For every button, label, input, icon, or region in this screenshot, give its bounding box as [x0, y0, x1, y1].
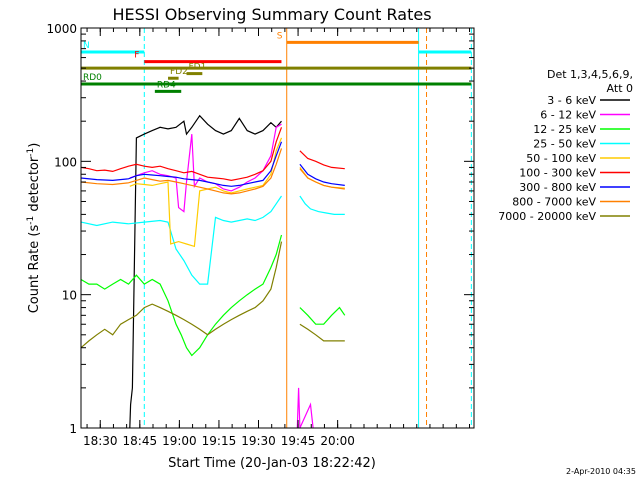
legend-label-5: 100 - 300 keV	[519, 167, 596, 180]
y-axis-label-sup1: -1	[26, 216, 36, 225]
y-tick-label-3: 1000	[46, 22, 77, 36]
flag-label-rd4: RD4	[157, 80, 176, 90]
series-line-8-1	[299, 323, 345, 342]
footer-date: 2-Apr-2010 04:35	[566, 467, 636, 476]
flag-label-s: S	[277, 31, 283, 41]
flag-label-fd2: FD2	[170, 67, 188, 77]
legend-header-line1: Det 1,3,4,5,6,9,	[547, 68, 633, 81]
legend-label-1: 6 - 12 keV	[540, 109, 596, 122]
series-line-6-1	[299, 163, 345, 186]
legend: Det 1,3,4,5,6,9, Att 0 3 - 6 keV 6 - 12 k…	[498, 68, 633, 223]
series-line-0-0	[129, 114, 282, 429]
series-line-5-0	[80, 127, 283, 182]
x-tick-label-2: 19:00	[162, 434, 197, 448]
x-tick-label-5: 19:45	[281, 434, 316, 448]
flag-label-rd0: RD0	[83, 73, 102, 83]
series-line-5-1	[299, 150, 345, 170]
series-line-7-1	[299, 168, 345, 190]
y-axis-label-sup2: -1	[26, 148, 36, 157]
series-line-3-0	[80, 195, 282, 285]
series-line-2-0	[80, 234, 283, 357]
y-axis-label: Count Rate (s-1 detector-1)	[26, 143, 42, 314]
legend-label-7: 800 - 7000 keV	[512, 196, 596, 209]
x-axis-label: Start Time (20-Jan-03 18:22:42)	[168, 456, 376, 471]
legend-label-2: 12 - 25 keV	[533, 123, 596, 136]
flag-label-n: N	[83, 41, 90, 51]
series-line-4-0	[129, 137, 283, 248]
series-line-1-0	[129, 123, 282, 213]
y-axis: 1 10 100 1000	[46, 22, 474, 436]
plot-frame	[80, 27, 475, 429]
legend-label-8: 7000 - 20000 keV	[498, 210, 596, 223]
series-line-6-0	[80, 141, 283, 187]
y-tick-label-1: 10	[62, 289, 77, 303]
series-line-2-1	[299, 306, 346, 325]
y-tick-label-2: 100	[54, 155, 77, 169]
chart-title: HESSI Observing Summary Count Rates	[112, 5, 431, 24]
y-axis-label-main: Count Rate (s	[27, 225, 42, 314]
legend-label-0: 3 - 6 keV	[547, 94, 596, 107]
series-line-3-1	[299, 195, 345, 215]
x-tick-label-4: 19:30	[241, 434, 276, 448]
y-axis-label-end: )	[27, 143, 42, 148]
legend-label-3: 25 - 50 keV	[533, 138, 596, 151]
x-tick-label-6: 20:00	[320, 434, 355, 448]
series-line-7-0	[80, 148, 283, 195]
x-axis: 18:30 18:45 19:00 19:15 19:30 19:45 20:00	[83, 28, 471, 448]
legend-header-line2: Att 0	[607, 82, 633, 95]
x-tick-label-3: 19:15	[202, 434, 237, 448]
x-tick-label-0: 18:30	[83, 434, 118, 448]
y-axis-label-mid: detector	[27, 156, 42, 216]
y-tick-label-0: 1	[69, 422, 77, 436]
legend-label-4: 50 - 100 keV	[526, 152, 596, 165]
legend-label-6: 300 - 800 keV	[519, 181, 596, 194]
series-line-8-0	[80, 241, 283, 349]
flag-label-f: F	[134, 51, 139, 61]
x-tick-label-1: 18:45	[123, 434, 158, 448]
flag-label-fd1: FD1	[189, 63, 207, 73]
